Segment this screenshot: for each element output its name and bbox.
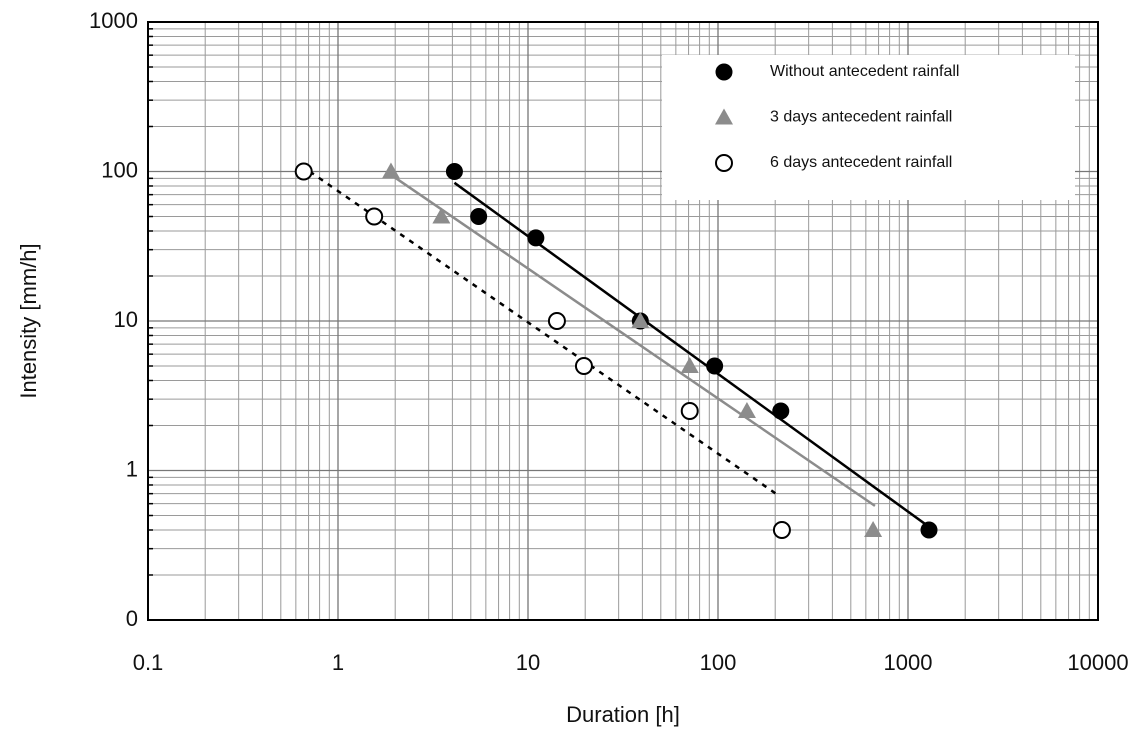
point xyxy=(294,162,313,181)
legend-label: 3 days antecedent rainfall xyxy=(770,109,952,126)
point xyxy=(737,402,756,419)
y-tick-label: 1000 xyxy=(89,8,138,33)
x-axis-label: Duration [h] xyxy=(566,702,680,727)
y-tick-label: 10 xyxy=(114,307,138,332)
x-tick-label: 10 xyxy=(516,650,540,675)
legend-label: Without antecedent rainfall xyxy=(770,63,959,80)
point xyxy=(631,312,650,328)
y-tick-label: 0 xyxy=(126,606,138,631)
fit-line xyxy=(390,173,876,507)
fit-line xyxy=(309,170,781,498)
y-tick-label: 100 xyxy=(101,157,138,182)
legend-marker xyxy=(715,154,733,172)
legend-marker xyxy=(715,108,733,125)
x-tick-label: 1000 xyxy=(884,650,933,675)
x-tick-label: 1 xyxy=(332,650,344,675)
point xyxy=(574,357,593,376)
point xyxy=(445,163,463,180)
point xyxy=(680,402,699,421)
x-tick-label: 10000 xyxy=(1067,650,1128,675)
point xyxy=(864,520,883,537)
point xyxy=(706,357,724,375)
plot-frame xyxy=(147,21,1099,621)
x-tick-label: 0.1 xyxy=(133,650,164,675)
y-axis-label: Intensity [mm/h] xyxy=(16,243,41,398)
point xyxy=(527,229,545,247)
point xyxy=(772,520,791,539)
point xyxy=(920,521,938,539)
x-tick-label: 100 xyxy=(700,650,737,675)
legend: Without antecedent rainfall 3 days antece… xyxy=(662,55,1075,200)
point xyxy=(432,207,451,224)
fit-line xyxy=(453,181,930,528)
point xyxy=(470,208,488,226)
legend-label: 6 days antecedent rainfall xyxy=(770,154,952,171)
point xyxy=(381,162,400,179)
legend-marker xyxy=(715,63,733,81)
y-tick-label: 1 xyxy=(126,456,138,481)
point xyxy=(365,207,384,226)
legend-box xyxy=(662,55,1075,200)
point xyxy=(547,312,566,330)
point xyxy=(680,357,699,374)
point xyxy=(772,402,790,420)
